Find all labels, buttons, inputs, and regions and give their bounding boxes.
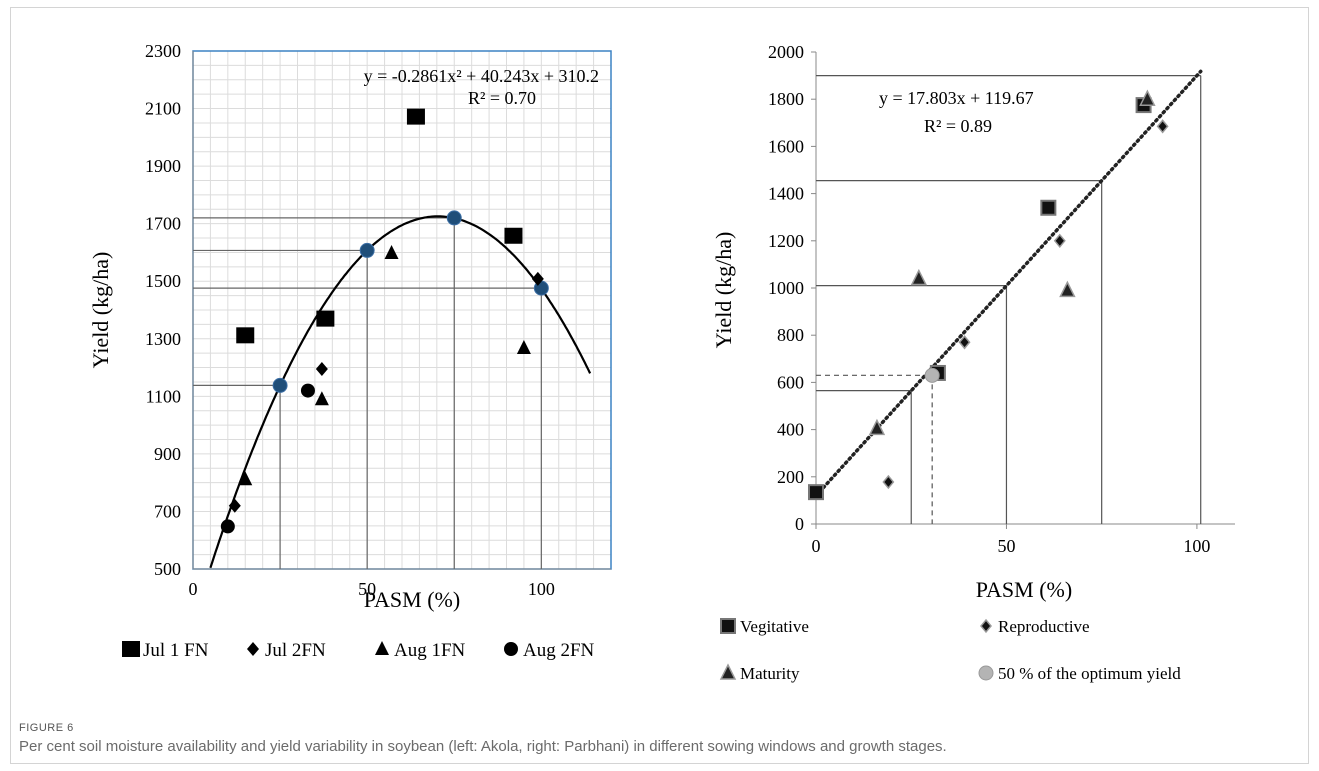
right-legend-marker-triangle bbox=[719, 663, 737, 680]
left-trend-equation: y = -0.2861x² + 40.243x + 310.2 bbox=[364, 66, 599, 86]
right-legend-label: Maturity bbox=[740, 664, 800, 683]
left-chart: 500 700 900 1100 1300 1500 1700 1900 2100 2300 0 50… bbox=[88, 41, 612, 661]
left-y-tick-label: 900 bbox=[154, 444, 181, 464]
left-trendline bbox=[209, 215, 592, 569]
right-legend-item: Reproductive bbox=[980, 617, 1090, 636]
right-y-tick-label: 600 bbox=[777, 372, 804, 392]
right-trend-r2: R² = 0.89 bbox=[924, 116, 992, 136]
left-grid bbox=[193, 51, 611, 569]
left-y-tick-label: 500 bbox=[154, 559, 181, 579]
figure-label: FIGURE 6 bbox=[19, 722, 74, 734]
right-point-triangle bbox=[910, 268, 928, 286]
left-point-diamond bbox=[228, 498, 241, 513]
right-y-tick-label: 800 bbox=[777, 325, 804, 345]
right-y-axis-title: Yield (kg/ha) bbox=[711, 232, 736, 349]
left-point-triangle bbox=[238, 471, 253, 486]
left-legend-marker-diamond bbox=[247, 642, 259, 656]
left-point-triangle bbox=[384, 245, 399, 260]
left-y-tick-label: 700 bbox=[154, 501, 181, 521]
left-y-tick-label: 2100 bbox=[145, 99, 181, 119]
left-reference-point bbox=[272, 377, 288, 393]
left-y-tick-label: 1900 bbox=[145, 156, 181, 176]
left-point-circle bbox=[220, 519, 235, 534]
right-legend-item: 50 % of the optimum yield bbox=[978, 664, 1181, 683]
right-point-diamond bbox=[1053, 233, 1066, 248]
right-point-square bbox=[1040, 199, 1057, 216]
left-point-circle bbox=[300, 383, 315, 398]
right-point-triangle bbox=[868, 418, 886, 436]
left-legend-label: Jul 1 FN bbox=[143, 640, 209, 661]
right-x-axis-title: PASM (%) bbox=[976, 577, 1072, 602]
right-y-tick-label: 1800 bbox=[768, 89, 804, 109]
left-trend-r2: R² = 0.70 bbox=[468, 88, 536, 108]
right-legend-label: Vegitative bbox=[740, 617, 809, 636]
left-reference-point bbox=[359, 242, 375, 258]
left-reference-point bbox=[446, 210, 462, 226]
right-trendline bbox=[814, 69, 1203, 498]
right-legend-label: 50 % of the optimum yield bbox=[998, 664, 1181, 683]
left-point-triangle bbox=[314, 391, 329, 406]
right-point-square bbox=[808, 484, 824, 501]
left-y-axis-title: Yield (kg/ha) bbox=[88, 252, 113, 369]
left-x-tick-label: 50 bbox=[358, 579, 376, 599]
right-legend-marker-square bbox=[720, 618, 736, 634]
left-point-diamond bbox=[315, 361, 328, 376]
left-legend-item: Aug 1FN bbox=[375, 640, 466, 661]
right-y-tick-label: 2000 bbox=[768, 42, 804, 62]
right-y-tick-label: 1200 bbox=[768, 231, 804, 251]
left-point-square bbox=[236, 327, 255, 344]
left-point-square bbox=[316, 310, 335, 327]
right-x-tick-label: 50 bbox=[997, 536, 1015, 556]
left-legend-marker-triangle bbox=[375, 641, 389, 655]
left-legend-label: Aug 2FN bbox=[523, 640, 595, 661]
left-legend-item: Jul 2FN bbox=[247, 640, 326, 661]
left-y-tick-label: 2300 bbox=[145, 41, 181, 61]
left-point-square bbox=[504, 227, 523, 244]
left-legend-marker-square bbox=[122, 641, 140, 657]
left-legend-item: Aug 2FN bbox=[504, 640, 595, 661]
figure-frame bbox=[10, 7, 1309, 764]
right-point-triangle bbox=[1139, 89, 1156, 106]
right-point-circle-grey bbox=[924, 367, 940, 383]
left-legend-label: Jul 2FN bbox=[265, 640, 326, 661]
right-x-tick-label: 0 bbox=[812, 536, 821, 556]
figure-caption: Per cent soil moisture availability and … bbox=[19, 738, 947, 755]
left-point-triangle bbox=[516, 339, 531, 354]
left-legend-marker-circle bbox=[504, 642, 518, 656]
left-x-tick-label: 0 bbox=[189, 579, 198, 599]
right-trend-equation: y = 17.803x + 119.67 bbox=[879, 88, 1034, 108]
right-y-tick-label: 1600 bbox=[768, 136, 804, 156]
left-point-diamond bbox=[531, 271, 544, 286]
right-y-tick-label: 1000 bbox=[768, 278, 804, 298]
right-y-tick-label: 0 bbox=[795, 514, 804, 534]
left-x-tick-label: 100 bbox=[528, 579, 555, 599]
right-legend-item: Maturity bbox=[719, 663, 800, 683]
right-point-diamond bbox=[882, 474, 895, 490]
right-legend-label: Reproductive bbox=[998, 617, 1090, 636]
right-y-tick-label: 200 bbox=[777, 467, 804, 487]
right-legend-marker-diamond bbox=[980, 618, 992, 634]
right-point-diamond bbox=[958, 335, 971, 350]
right-y-tick-label: 1400 bbox=[768, 184, 804, 204]
left-x-axis-title: PASM (%) bbox=[364, 587, 460, 612]
right-y-tick-label: 400 bbox=[777, 420, 804, 440]
right-legend-marker-circle-grey bbox=[978, 665, 994, 681]
left-legend-label: Aug 1FN bbox=[394, 640, 466, 661]
left-point-square bbox=[406, 108, 425, 125]
left-y-tick-label: 1300 bbox=[145, 329, 181, 349]
right-chart: 0 200 400 600 800 1000 1200 1400 1600 1800 2000 0 50… bbox=[711, 42, 1235, 683]
right-point-triangle bbox=[1059, 280, 1076, 298]
right-legend-item: Vegitative bbox=[720, 617, 809, 636]
right-x-tick-label: 100 bbox=[1183, 536, 1210, 556]
left-y-tick-label: 1100 bbox=[146, 386, 181, 406]
right-point-diamond bbox=[1156, 119, 1169, 134]
left-y-tick-label: 1500 bbox=[145, 271, 181, 291]
left-y-tick-label: 1700 bbox=[145, 214, 181, 234]
left-legend-item: Jul 1 FN bbox=[122, 640, 209, 661]
